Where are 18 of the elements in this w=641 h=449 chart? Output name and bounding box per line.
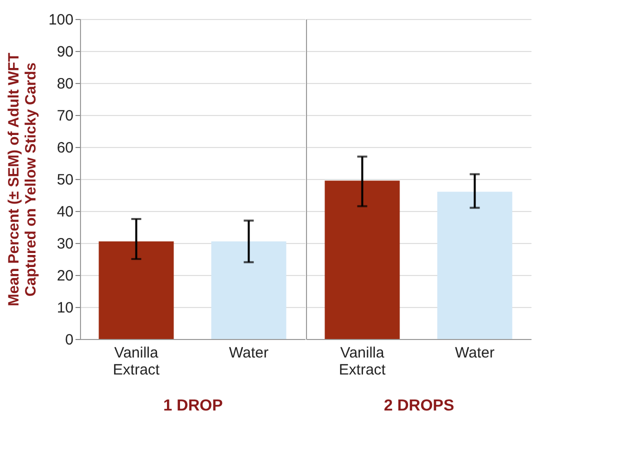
- y-tick-label: 0: [65, 332, 74, 348]
- y-tick-label: 80: [56, 76, 74, 92]
- y-tick-label: 20: [56, 268, 74, 284]
- x-axis-title: 2 DROPS: [384, 398, 454, 414]
- x-tick-label: Vanilla Extract: [338, 344, 386, 378]
- x-axis-title: 1 DROP: [163, 398, 224, 414]
- y-axis-title: Mean Percent (± SEM) of Adult WFT Captured on Yellow Sticky Cards: [5, 52, 40, 306]
- y-tick-label: 40: [56, 204, 74, 220]
- y-tick-label: 10: [56, 300, 74, 316]
- y-tick-label: 90: [56, 44, 74, 60]
- y-tick-label: 60: [56, 140, 74, 156]
- x-tick-label: Water: [229, 344, 268, 362]
- y-tick-label: 100: [48, 12, 74, 28]
- x-tick-label: Water: [455, 344, 494, 362]
- y-tick-label: 30: [56, 236, 74, 252]
- x-tick-label: Vanilla Extract: [112, 344, 160, 378]
- y-tick-label: 70: [56, 108, 74, 124]
- y-tick-label: 50: [56, 172, 74, 188]
